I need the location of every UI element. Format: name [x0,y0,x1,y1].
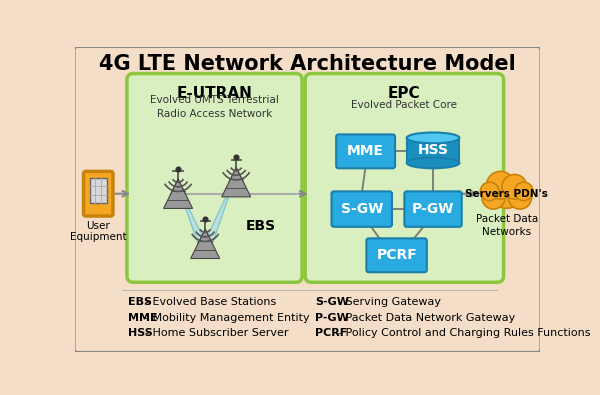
Polygon shape [191,229,220,258]
FancyBboxPatch shape [332,192,392,227]
Text: E-UTRAN: E-UTRAN [176,86,253,101]
Text: P-GW: P-GW [412,202,454,216]
Text: - Policy Control and Charging Rules Functions: - Policy Control and Charging Rules Func… [338,328,591,338]
Polygon shape [200,175,236,251]
Text: S-GW: S-GW [315,297,349,307]
FancyBboxPatch shape [127,73,302,282]
Text: P-GW: P-GW [315,313,349,323]
Text: Evolved Packet Core: Evolved Packet Core [352,100,457,110]
FancyBboxPatch shape [83,171,113,216]
Ellipse shape [407,158,460,168]
Polygon shape [164,179,193,209]
Text: PCRF: PCRF [376,248,417,262]
Text: - Packet Data Network Gateway: - Packet Data Network Gateway [338,313,516,323]
Text: - Serving Gateway: - Serving Gateway [338,297,442,307]
Polygon shape [178,186,210,251]
Circle shape [508,186,532,209]
Text: MME: MME [128,313,157,323]
FancyBboxPatch shape [336,134,395,168]
FancyBboxPatch shape [404,192,462,227]
Text: - Evolved Base Stations: - Evolved Base Stations [145,297,276,307]
Text: 4G LTE Network Architecture Model: 4G LTE Network Architecture Model [99,55,516,74]
Text: HSS: HSS [128,328,152,338]
Text: Servers PDN's: Servers PDN's [465,189,548,199]
Circle shape [487,171,514,199]
Text: HSS: HSS [418,143,449,157]
Text: MME: MME [347,144,384,158]
Circle shape [502,175,527,199]
Polygon shape [222,167,251,197]
Circle shape [491,177,522,208]
Text: EBS: EBS [246,219,276,233]
Text: - Home Subscriber Server: - Home Subscriber Server [145,328,288,338]
FancyBboxPatch shape [90,178,107,203]
Text: User
Equipment: User Equipment [70,221,127,242]
Text: Evolved UMTS Terrestrial
Radio Access Network: Evolved UMTS Terrestrial Radio Access Ne… [150,96,279,119]
Circle shape [514,182,533,201]
FancyBboxPatch shape [407,138,460,163]
Text: EBS: EBS [128,297,152,307]
FancyBboxPatch shape [305,73,503,282]
FancyBboxPatch shape [367,238,427,272]
Text: EPC: EPC [388,86,421,101]
FancyBboxPatch shape [74,47,541,352]
Text: Packet Data
Networks: Packet Data Networks [476,214,538,237]
Text: - Mobility Management Entity: - Mobility Management Entity [145,313,310,323]
Ellipse shape [407,132,460,143]
Text: S-GW: S-GW [341,202,383,216]
Text: PCRF: PCRF [315,328,347,338]
Circle shape [482,186,505,209]
Circle shape [481,182,499,201]
